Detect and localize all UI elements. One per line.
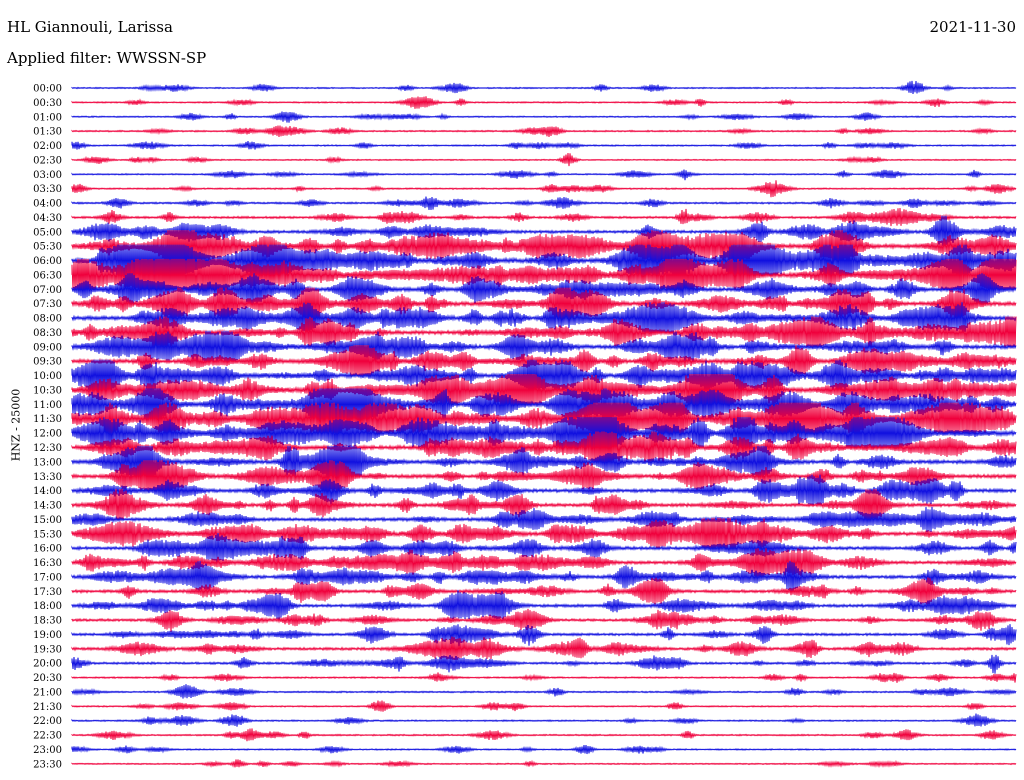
trace-2330: [71, 759, 1017, 768]
time-label-0030: 00:30: [33, 98, 62, 109]
time-label-0400: 04:00: [33, 199, 62, 210]
time-label-1100: 11:00: [33, 400, 62, 411]
time-label-1430: 14:30: [33, 501, 62, 512]
trace-2030: [71, 672, 1017, 683]
time-label-0000: 00:00: [33, 84, 62, 95]
trace-0400: [71, 196, 1017, 211]
time-label-0100: 01:00: [33, 112, 62, 123]
trace-0330: [71, 180, 1017, 198]
time-label-0500: 05:00: [33, 227, 62, 238]
time-label-1600: 16:00: [33, 544, 62, 555]
time-label-0130: 01:30: [33, 127, 62, 138]
time-label-0300: 03:00: [33, 170, 62, 181]
trace-1600: [71, 532, 1017, 563]
time-label-0630: 06:30: [33, 270, 62, 281]
trace-1500: [71, 506, 1017, 533]
trace-0630: [71, 258, 1017, 291]
time-label-2000: 20:00: [33, 659, 62, 670]
time-label-0900: 09:00: [33, 342, 62, 353]
trace-0500: [71, 215, 1017, 248]
time-label-1730: 17:30: [33, 587, 62, 598]
trace-1300: [71, 445, 1017, 478]
time-label-1330: 13:30: [33, 472, 62, 483]
trace-1030: [71, 373, 1017, 407]
trace-0700: [71, 273, 1017, 306]
time-label-2230: 22:30: [33, 731, 62, 742]
trace-0430: [71, 207, 1017, 227]
trace-1330: [71, 460, 1017, 493]
trace-1800: [71, 589, 1017, 620]
time-label-1630: 16:30: [33, 558, 62, 569]
trace-0200: [71, 141, 1017, 150]
time-label-1700: 17:00: [33, 572, 62, 583]
time-label-1230: 12:30: [33, 443, 62, 454]
time-label-0430: 04:30: [33, 213, 62, 224]
trace-1200: [71, 417, 1017, 450]
time-label-1300: 13:00: [33, 457, 62, 468]
time-label-1000: 10:00: [33, 371, 62, 382]
time-label-2200: 22:00: [33, 716, 62, 727]
trace-0230: [71, 153, 1017, 167]
trace-0130: [71, 125, 1017, 137]
trace-0000: [71, 80, 1017, 94]
time-label-0800: 08:00: [33, 314, 62, 325]
trace-2300: [71, 745, 1017, 755]
time-label-1200: 12:00: [33, 429, 62, 440]
time-label-0600: 06:00: [33, 256, 62, 267]
trace-2000: [71, 654, 1017, 674]
trace-1630: [71, 548, 1017, 578]
time-label-2130: 21:30: [33, 702, 62, 713]
trace-0800: [71, 302, 1017, 335]
trace-2130: [71, 700, 1017, 712]
trace-1230: [71, 431, 1017, 464]
time-label-1030: 10:30: [33, 385, 62, 396]
time-labels: 00:00 00:30 01:00 01:30 02:00 02:30 03:00 03:30…: [33, 84, 62, 771]
time-label-1130: 11:30: [33, 414, 62, 425]
time-label-2330: 23:30: [33, 759, 62, 770]
trace-0530: [71, 230, 1017, 263]
time-label-2100: 21:00: [33, 687, 62, 698]
station-title: HL Giannouli, Larissa: [7, 18, 173, 36]
trace-1930: [71, 636, 1017, 661]
time-label-1530: 15:30: [33, 529, 62, 540]
trace-2100: [71, 684, 1017, 699]
trace-0900: [71, 330, 1017, 363]
trace-0030: [71, 96, 1017, 109]
trace-0100: [71, 111, 1017, 123]
trace-2200: [71, 713, 1017, 727]
date-label: 2021-11-30: [929, 18, 1016, 36]
trace-0730: [71, 287, 1017, 320]
time-label-1400: 14:00: [33, 486, 62, 497]
time-label-1500: 15:00: [33, 515, 62, 526]
time-label-1800: 18:00: [33, 601, 62, 612]
trace-1000: [71, 359, 1017, 392]
trace-2230: [71, 728, 1017, 742]
trace-1400: [71, 474, 1017, 507]
time-label-0200: 02:00: [33, 141, 62, 152]
time-label-0730: 07:30: [33, 299, 62, 310]
time-label-0530: 05:30: [33, 242, 62, 253]
trace-1730: [71, 577, 1017, 605]
time-label-0700: 07:00: [33, 285, 62, 296]
time-label-1830: 18:30: [33, 616, 62, 627]
time-label-1900: 19:00: [33, 630, 62, 641]
trace-0300: [71, 169, 1017, 181]
time-label-2300: 23:00: [33, 745, 62, 756]
time-label-0830: 08:30: [33, 328, 62, 339]
time-label-2030: 20:30: [33, 673, 62, 684]
seismic-traces: [71, 80, 1017, 768]
time-label-0930: 09:30: [33, 357, 62, 368]
trace-1700: [71, 560, 1017, 593]
trace-1430: [71, 488, 1017, 522]
time-label-1930: 19:30: [33, 644, 62, 655]
trace-0930: [71, 345, 1017, 378]
trace-0600: [71, 244, 1017, 277]
trace-1530: [71, 517, 1017, 550]
time-label-0330: 03:30: [33, 184, 62, 195]
trace-1900: [71, 624, 1017, 647]
trace-1830: [71, 608, 1017, 632]
filter-label: Applied filter: WWSSN-SP: [7, 49, 207, 67]
time-label-0230: 02:30: [33, 155, 62, 166]
